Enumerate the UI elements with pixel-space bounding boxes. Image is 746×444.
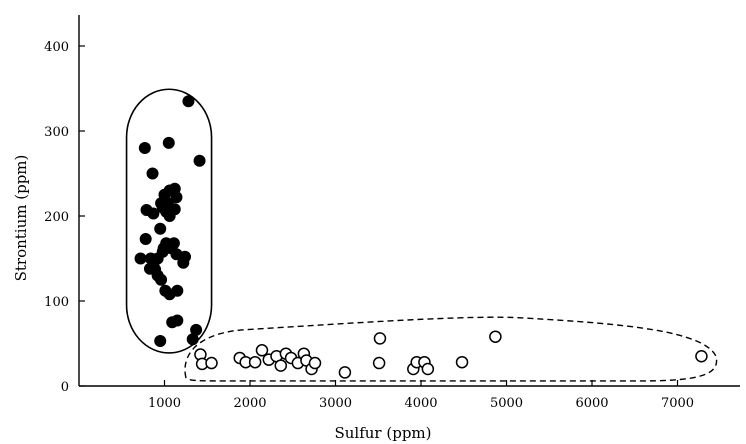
open-point	[372, 356, 386, 370]
filled-point	[143, 262, 156, 275]
x-tick-label: 7000	[661, 396, 694, 411]
x-axis-title: Sulfur (ppm)	[334, 424, 431, 442]
open-point	[421, 362, 435, 376]
enclosure-filled-group	[125, 88, 213, 354]
filled-point	[186, 333, 199, 346]
filled-point	[163, 210, 176, 222]
x-tick-label: 1000	[148, 396, 181, 411]
axes	[78, 15, 740, 387]
open-point	[338, 366, 352, 379]
x-tick-label: 3000	[319, 396, 352, 411]
y-tick-label: 0	[61, 380, 69, 395]
filled-point	[182, 95, 195, 108]
open-point	[489, 330, 502, 343]
y-tick-label: 200	[44, 210, 69, 225]
data-points	[134, 95, 708, 379]
filled-point	[146, 167, 159, 180]
filled-point	[154, 222, 167, 235]
open-point	[205, 356, 218, 370]
x-tick-label: 2000	[233, 396, 266, 411]
open-point	[248, 355, 262, 369]
open-point	[308, 356, 322, 370]
open-point	[274, 359, 288, 372]
filled-point	[155, 273, 168, 286]
y-axis-title: Strontium (ppm)	[12, 155, 30, 282]
filled-point	[193, 154, 206, 167]
filled-point	[161, 197, 174, 210]
x-ticks: 1000 2000 3000 4000 5000 6000 7000	[148, 380, 694, 411]
filled-point	[139, 232, 152, 245]
y-tick-label: 100	[44, 295, 69, 310]
open-point	[695, 350, 708, 363]
open-point	[373, 332, 387, 345]
open-point	[455, 355, 469, 369]
x-tick-label: 4000	[404, 396, 437, 411]
filled-point	[138, 142, 151, 154]
y-tick-label: 400	[44, 40, 69, 55]
filled-point	[170, 191, 183, 204]
filled-point	[179, 250, 192, 263]
filled-point	[171, 284, 184, 297]
enclosure-open-group	[184, 316, 718, 382]
x-tick-label: 5000	[490, 396, 523, 411]
x-tick-label: 6000	[575, 396, 608, 411]
group-enclosures	[125, 88, 718, 382]
filled-point	[171, 314, 184, 327]
filled-point	[134, 252, 147, 265]
filled-point	[162, 136, 175, 149]
filled-point	[147, 207, 160, 220]
y-ticks: 0 100 200 300 400	[44, 40, 85, 395]
y-tick-label: 300	[44, 125, 69, 140]
filled-point	[154, 334, 167, 347]
open-point	[255, 344, 269, 357]
